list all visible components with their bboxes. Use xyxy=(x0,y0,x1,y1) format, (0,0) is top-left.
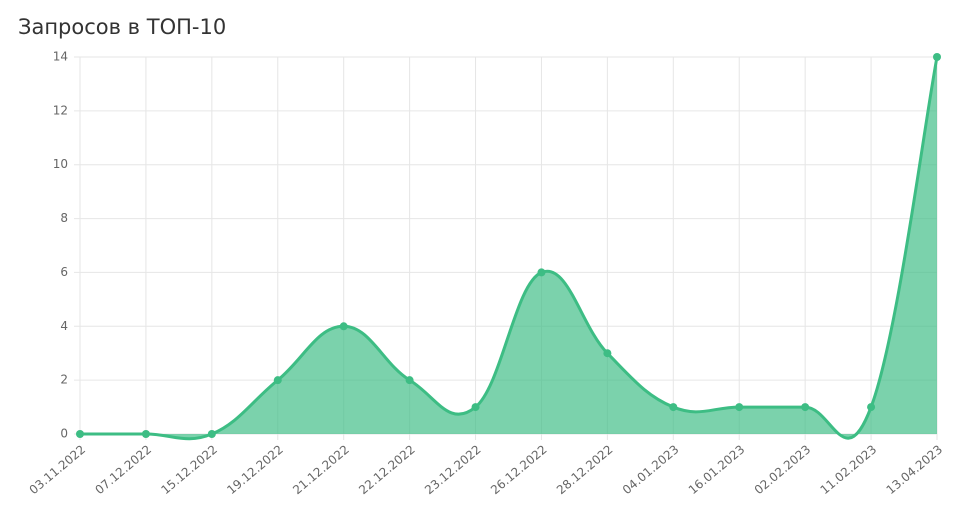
y-tick-label: 2 xyxy=(60,373,68,387)
x-tick-label: 23.12.2022 xyxy=(422,442,484,497)
y-tick-label: 12 xyxy=(53,103,68,117)
area xyxy=(80,57,937,439)
point xyxy=(76,430,84,438)
chart-title: Запросов в ТОП-10 xyxy=(18,15,226,39)
y-tick-label: 8 xyxy=(60,211,68,225)
x-tick-label: 28.12.2022 xyxy=(554,442,616,497)
x-tick-label: 11.02.2023 xyxy=(818,442,880,497)
point xyxy=(933,53,941,61)
y-tick-label: 14 xyxy=(53,50,68,64)
x-tick-label: 15.12.2022 xyxy=(158,442,220,497)
point xyxy=(603,349,612,358)
y-tick-label: 4 xyxy=(60,319,68,333)
x-tick-label: 21.12.2022 xyxy=(290,442,352,497)
x-tick-label: 22.12.2022 xyxy=(356,442,418,497)
x-tick-label: 26.12.2022 xyxy=(488,442,550,497)
x-tick-label: 19.12.2022 xyxy=(224,442,286,497)
point xyxy=(273,376,282,385)
x-tick-label: 04.01.2023 xyxy=(620,442,682,497)
x-tick-label: 02.02.2023 xyxy=(752,442,814,497)
point xyxy=(669,403,678,412)
point xyxy=(405,376,414,385)
x-tick-label: 07.12.2022 xyxy=(92,442,154,497)
x-tick-label: 03.11.2022 xyxy=(27,442,89,497)
point xyxy=(339,322,348,331)
point xyxy=(537,268,546,277)
y-tick-label: 0 xyxy=(60,427,68,441)
point xyxy=(471,403,480,412)
point xyxy=(801,403,810,412)
point xyxy=(141,430,150,438)
point xyxy=(735,403,744,412)
x-tick-label: 13.04.2023 xyxy=(884,442,946,497)
x-tick-label: 16.01.2023 xyxy=(686,442,748,497)
y-tick-label: 6 xyxy=(60,265,68,279)
y-tick-label: 10 xyxy=(53,157,68,171)
point xyxy=(207,430,216,438)
point xyxy=(867,403,876,412)
